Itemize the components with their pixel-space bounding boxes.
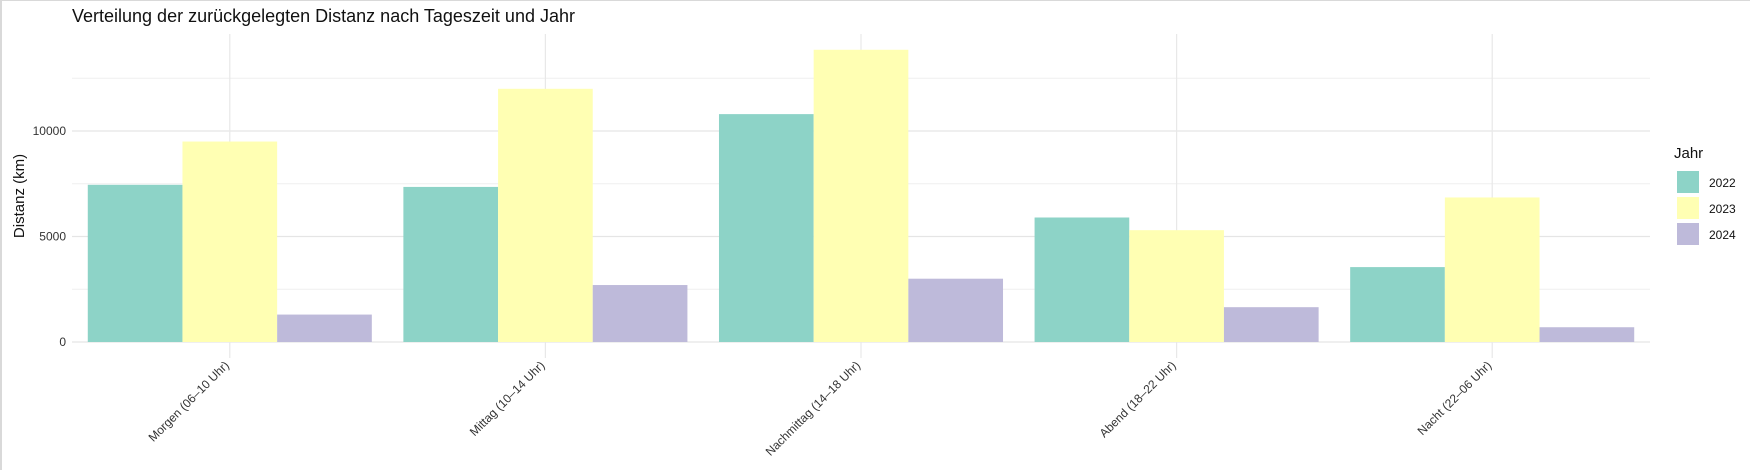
bar-2022-3 <box>718 114 814 343</box>
bar-2023-3 <box>813 49 909 342</box>
bar-2023-4 <box>1129 230 1224 342</box>
legend-swatch-2022 <box>1677 171 1699 193</box>
legend-label-2022: 2022 <box>1709 176 1736 190</box>
bar-2022-4 <box>1034 217 1130 342</box>
bar-2024-3 <box>908 278 1004 342</box>
bar-2023-2 <box>498 88 593 342</box>
legend-swatch-2024 <box>1677 223 1699 245</box>
bar-2024-1 <box>277 314 372 342</box>
x-tick-label-5: Nacht (22–06 Uhr) <box>1415 358 1495 438</box>
legend-title: Jahr <box>1674 145 1703 162</box>
x-tick-label-4: Abend (18–22 Uhr) <box>1097 358 1179 440</box>
x-tick-label-2: Mittag (10–14 Uhr) <box>467 358 548 439</box>
legend: Jahr 2022 2023 2024 <box>1674 145 1736 245</box>
y-tick-label-0: 0 <box>59 335 66 349</box>
x-tick-label-1: Morgen (06–10 Uhr) <box>146 358 232 444</box>
bar-2024-2 <box>592 285 688 342</box>
y-tick-label-2: 10000 <box>33 124 67 138</box>
bar-2022-1 <box>87 184 183 342</box>
x-tick-label-3: Nachmittag (14–18 Uhr) <box>763 358 863 458</box>
legend-swatch-2023 <box>1677 197 1699 219</box>
bar-2022-5 <box>1350 267 1445 342</box>
y-axis-title: Distanz (km) <box>11 154 28 238</box>
bar-2023-1 <box>182 141 278 342</box>
bars-layer <box>87 49 1635 343</box>
y-tick-label-1: 5000 <box>39 230 66 244</box>
legend-label-2024: 2024 <box>1709 228 1736 242</box>
bar-2023-5 <box>1444 197 1540 342</box>
bar-2022-2 <box>403 186 499 342</box>
legend-label-2023: 2023 <box>1709 202 1736 216</box>
bar-2024-4 <box>1223 307 1319 342</box>
bar-2024-5 <box>1539 327 1635 342</box>
chart-title: Verteilung der zurückgelegten Distanz na… <box>72 6 575 26</box>
